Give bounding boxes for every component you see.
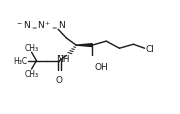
Text: CH₃: CH₃ bbox=[24, 43, 39, 52]
Text: OH: OH bbox=[94, 63, 108, 72]
Text: $^-$N$_{\mathsf{=}}$N$^{\mathsf{+}}$$_{\mathsf{=}}$N: $^-$N$_{\mathsf{=}}$N$^{\mathsf{+}}$$_{\… bbox=[15, 19, 66, 30]
Text: O: O bbox=[56, 75, 63, 84]
Text: N̈H: N̈H bbox=[56, 54, 69, 63]
Polygon shape bbox=[76, 44, 92, 47]
Text: Cl: Cl bbox=[145, 44, 154, 53]
Text: CH₃: CH₃ bbox=[24, 70, 39, 79]
Text: H₃C: H₃C bbox=[13, 57, 27, 66]
